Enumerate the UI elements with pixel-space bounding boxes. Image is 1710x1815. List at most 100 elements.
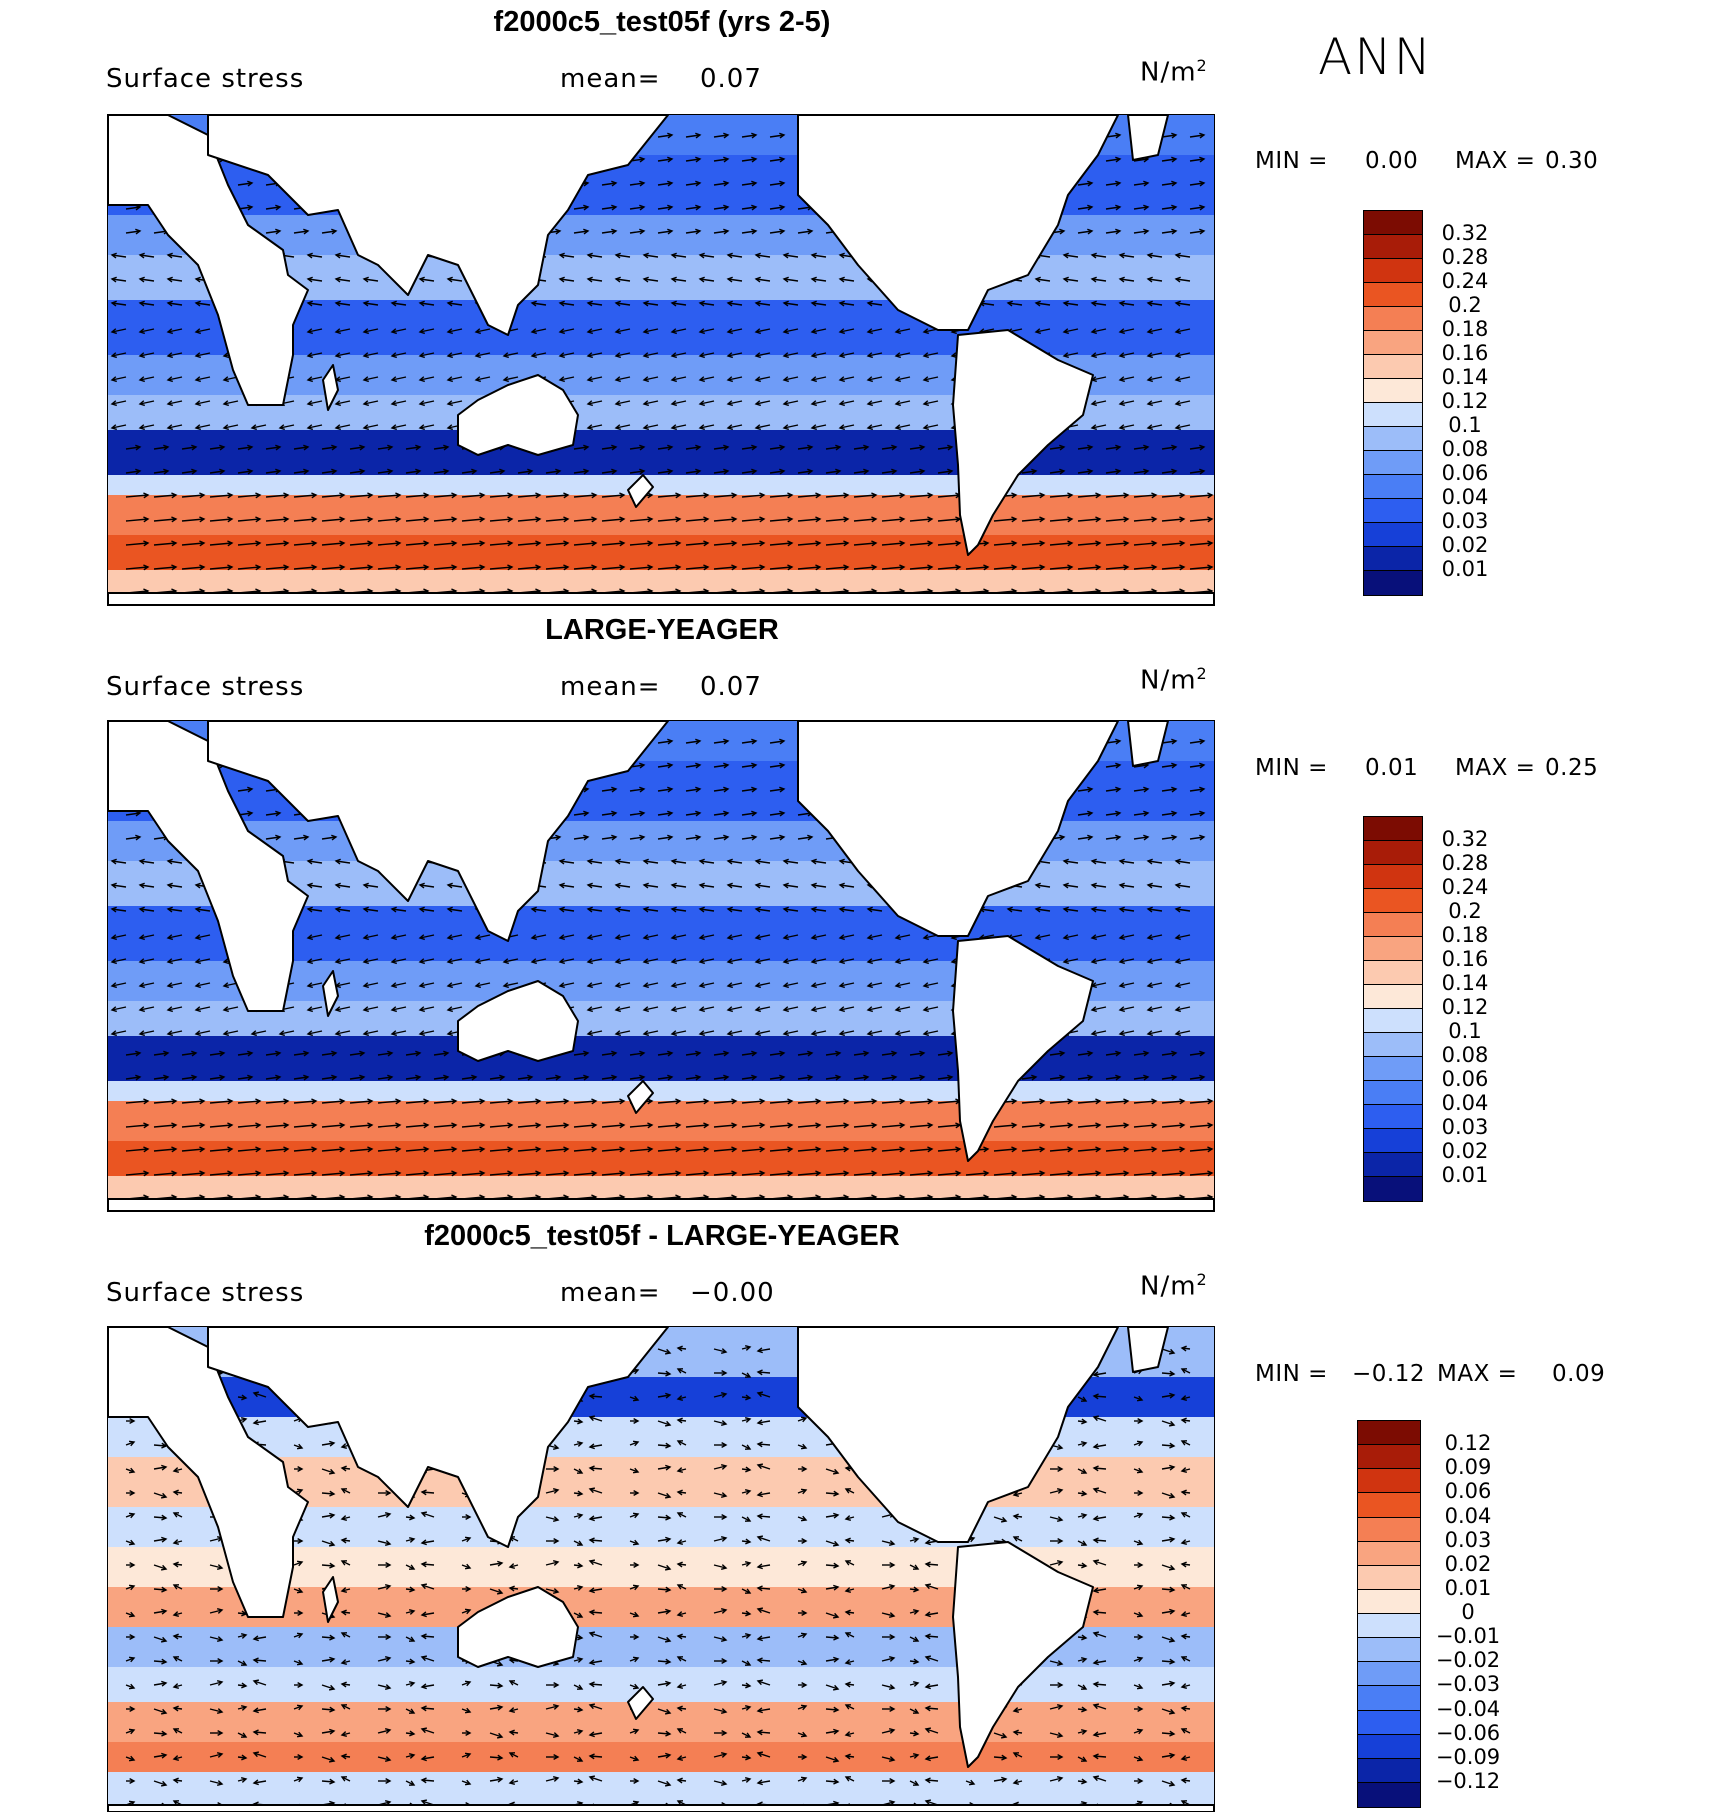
colorbar-swatch: [1358, 1565, 1420, 1590]
colorbar-tick-label: 0.16: [1441, 341, 1489, 365]
colorbar-tick-label: 0.08: [1441, 1043, 1489, 1067]
colorbar-tick-label: 0.03: [1441, 509, 1489, 533]
colorbar-swatch: [1364, 235, 1422, 259]
colorbar-tick-label: 0.18: [1441, 317, 1489, 341]
colorbar-tick-label: 0.06: [1441, 1067, 1489, 1091]
colorbar-tick-label: 0.02: [1441, 1139, 1489, 1163]
panel-3-max-value: 0.09: [1552, 1361, 1606, 1387]
panel-3-max-label: MAX =: [1437, 1361, 1518, 1387]
landmass: [108, 115, 309, 406]
colorbar-tick-label: 0.1: [1448, 413, 1482, 437]
colorbar-tick-label: 0.14: [1441, 365, 1489, 389]
colorbar-swatch: [1364, 283, 1422, 307]
panel-2-map: [107, 720, 1215, 1212]
colorbar-tick-label: −0.02: [1435, 1648, 1501, 1673]
colorbar-swatch: [1358, 1710, 1420, 1735]
landmass: [108, 1198, 1214, 1211]
colorbar-swatch: [1364, 1033, 1422, 1057]
colorbar-tick-label: 0.06: [1444, 1479, 1492, 1504]
colorbar-swatch: [1364, 937, 1422, 961]
landmass: [207, 1327, 669, 1548]
field-band: [108, 475, 1214, 495]
colorbar-swatch: [1364, 913, 1422, 937]
colorbar-swatch: [1358, 1662, 1420, 1687]
colorbar-tick-label: 0.14: [1441, 971, 1489, 995]
landmass: [457, 1586, 579, 1668]
field-band: [108, 495, 1214, 535]
landmass: [627, 474, 654, 508]
colorbar-tick-label: −0.03: [1435, 1672, 1501, 1697]
colorbar-swatch: [1358, 1686, 1420, 1711]
colorbar-tick-label: 0.04: [1444, 1503, 1492, 1528]
colorbar-tick-label: 0.04: [1441, 1091, 1489, 1115]
landmass: [108, 592, 1214, 605]
colorbar-tick-label: 0.03: [1441, 1115, 1489, 1139]
colorbar-swatch: [1364, 499, 1422, 523]
colorbar-swatch: [1358, 1758, 1420, 1783]
colorbar-swatch: [1364, 985, 1422, 1009]
colorbar-swatch: [1358, 1614, 1420, 1639]
colorbar-tick-label: 0.01: [1441, 557, 1489, 581]
colorbar-tick-label: −0.12: [1435, 1768, 1501, 1793]
colorbar-tick-label: 0.04: [1441, 485, 1489, 509]
panel-2-title: LARGE-YEAGER: [545, 614, 779, 646]
colorbar-swatch: [1364, 379, 1422, 403]
colorbar-swatch: [1358, 1445, 1420, 1470]
colorbar-tick-label: 0.06: [1441, 461, 1489, 485]
colorbar-swatch: [1364, 451, 1422, 475]
colorbar-swatch: [1364, 355, 1422, 379]
colorbar-tick-label: −0.01: [1435, 1624, 1501, 1649]
panel-3-mean-label: mean=: [560, 1278, 661, 1308]
season-label: ANN: [1318, 28, 1434, 86]
colorbar-swatch: [1364, 331, 1422, 355]
colorbar-swatch: [1358, 1517, 1420, 1542]
colorbar-tick-label: −0.09: [1435, 1744, 1501, 1769]
colorbar-swatch: [1364, 307, 1422, 331]
colorbar-swatch: [1364, 1153, 1422, 1177]
landmass: [627, 1686, 654, 1720]
panel-3-map: [107, 1326, 1215, 1812]
landmass: [108, 1327, 309, 1618]
colorbar-swatch: [1364, 1177, 1422, 1201]
colorbar-tick-label: 0.24: [1441, 875, 1489, 899]
colorbar-swatch: [1364, 1129, 1422, 1153]
colorbar-swatch: [1364, 1057, 1422, 1081]
colorbar-swatch: [1364, 841, 1422, 865]
panel-1-max-label: MAX =: [1455, 148, 1536, 174]
panel-1-variable: Surface stress: [106, 64, 305, 94]
panel-2-mean-value: 0.07: [700, 672, 762, 702]
colorbar-tick-label: 0.02: [1441, 533, 1489, 557]
landmass: [797, 115, 1119, 331]
field-band: [108, 570, 1214, 593]
colorbar-swatch: [1364, 961, 1422, 985]
landmass: [108, 1804, 1214, 1811]
colorbar-swatch: [1358, 1589, 1420, 1614]
landmass: [1127, 1327, 1169, 1373]
panel-1-title: f2000c5_test05f (yrs 2-5): [493, 6, 831, 38]
colorbar-tick-label: −0.06: [1435, 1720, 1501, 1745]
field-band: [108, 1101, 1214, 1141]
colorbar-swatch: [1364, 475, 1422, 499]
colorbar-swatch: [1364, 889, 1422, 913]
panel-1-mean-label: mean=: [560, 64, 661, 94]
colorbar-swatch: [1364, 523, 1422, 547]
landmass: [952, 1541, 1094, 1768]
panel-2-max-label: MAX =: [1455, 755, 1536, 781]
field-band: [108, 1702, 1214, 1742]
colorbar-swatch: [1358, 1638, 1420, 1663]
colorbar-swatch: [1364, 211, 1422, 235]
colorbar-tick-label: 0.2: [1448, 899, 1482, 923]
landmass: [207, 721, 669, 942]
colorbar-tick-label: 0.24: [1441, 269, 1489, 293]
landmass: [1127, 721, 1169, 767]
panel-3-units: N/m2: [1140, 1270, 1208, 1302]
colorbar-tick-label: 0.2: [1448, 293, 1482, 317]
colorbar-tick-label: 0.16: [1441, 947, 1489, 971]
landmass: [952, 329, 1094, 556]
panel-3-mean-value: −0.00: [690, 1278, 775, 1308]
colorbar-swatch: [1364, 547, 1422, 571]
panel-2-min-label: MIN =: [1255, 755, 1328, 781]
colorbar-tick-label: 0.02: [1444, 1551, 1492, 1576]
colorbar-tick-label: 0.03: [1444, 1527, 1492, 1552]
